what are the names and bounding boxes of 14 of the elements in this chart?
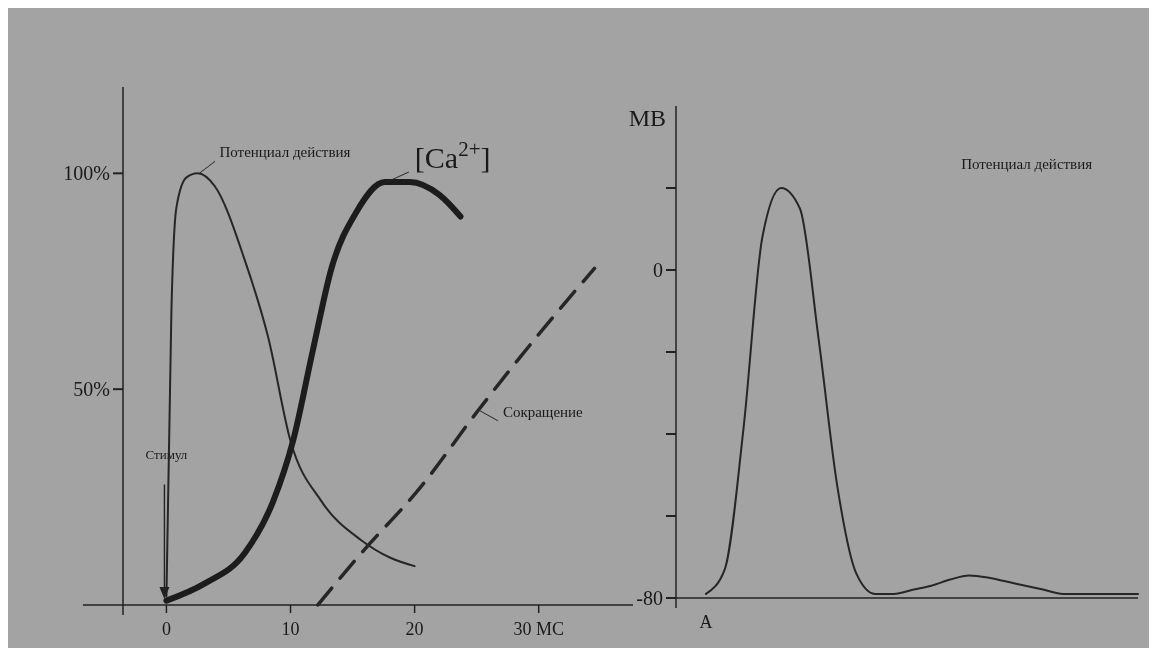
x-tick-label: 20 (405, 619, 424, 639)
line-series (705, 187, 1139, 595)
y-tick-label: 100% (63, 162, 110, 185)
legend-label: Сокращение (502, 403, 584, 420)
y-tick-label: 50% (73, 378, 110, 401)
x-tick-label: 30 МС (513, 619, 564, 639)
x-tick-label: 10 (281, 619, 300, 639)
series-label: Потенциал действия (219, 144, 351, 161)
text: Потенциал действия (961, 156, 1093, 172)
x-tick-label: A (699, 612, 713, 632)
y-tick-label: -80 (636, 587, 663, 609)
series-label: [Ca$^{2+}$] (414, 136, 491, 174)
x-tick-label: 0 (161, 619, 171, 639)
y-axis-title: МВ (628, 105, 666, 131)
